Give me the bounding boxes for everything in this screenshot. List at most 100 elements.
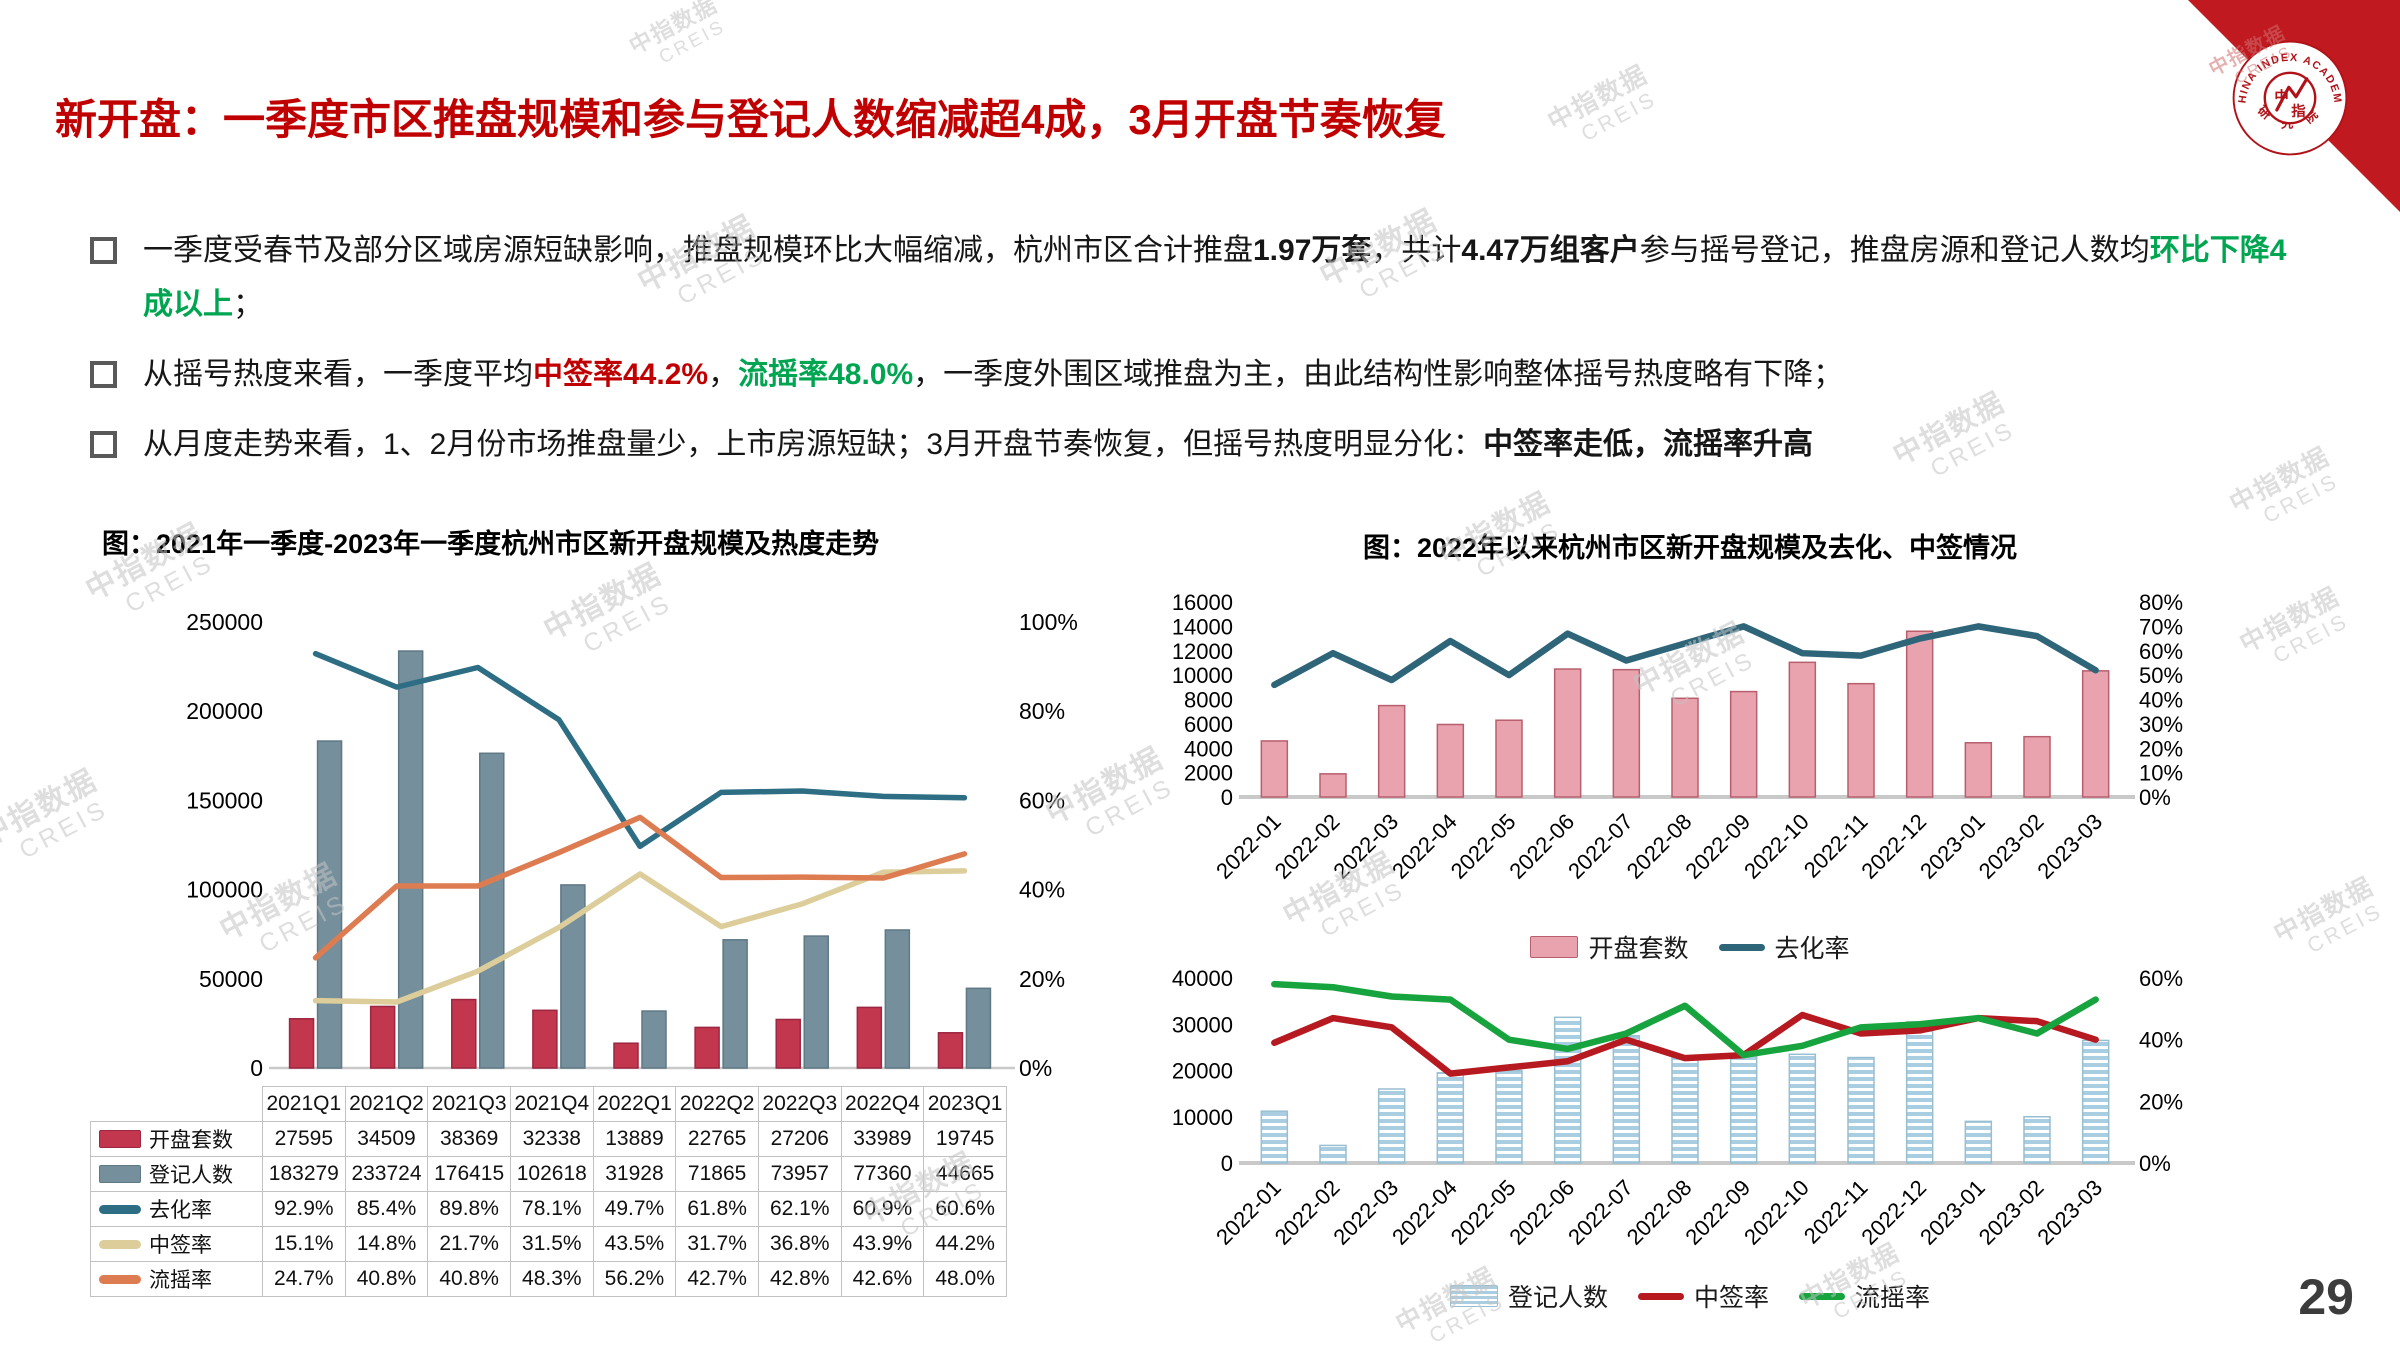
svg-text:2022-02: 2022-02 [1270, 809, 1345, 884]
legend-label: 去化率 [1774, 935, 1850, 963]
svg-text:70%: 70% [2139, 614, 2183, 639]
table-value-cell: 42.7% [675, 1261, 759, 1297]
series-label: 中签率 [149, 1234, 212, 1257]
table-value-cell: 92.9% [262, 1191, 346, 1227]
svg-text:20%: 20% [2139, 1089, 2183, 1114]
svg-text:2022-07: 2022-07 [1563, 1175, 1638, 1250]
svg-text:2022-08: 2022-08 [1622, 809, 1697, 884]
svg-text:2022-06: 2022-06 [1504, 1175, 1579, 1250]
svg-text:100%: 100% [1019, 609, 1078, 635]
series-label: 登记人数 [149, 1164, 233, 1187]
svg-text:0%: 0% [1019, 1055, 1052, 1081]
svg-text:2022-12: 2022-12 [1856, 809, 1931, 884]
svg-text:60%: 60% [2139, 966, 2183, 991]
table-value-cell: 34509 [344, 1121, 429, 1157]
svg-text:2023-03: 2023-03 [2032, 1175, 2107, 1250]
line-中签率 [312, 868, 968, 1005]
table-quarter-header: 2022Q1 [592, 1086, 677, 1122]
svg-text:4000: 4000 [1184, 736, 1233, 761]
svg-text:12000: 12000 [1172, 639, 1233, 664]
svg-text:0: 0 [1221, 1151, 1233, 1176]
svg-text:2022-04: 2022-04 [1387, 809, 1462, 884]
line-流摇率 [1271, 980, 2099, 1059]
legend-label: 登记人数 [1507, 1284, 1608, 1312]
table-value-cell: 19745 [923, 1121, 1007, 1157]
svg-text:100000: 100000 [186, 877, 263, 903]
svg-text:40000: 40000 [1172, 966, 1233, 991]
svg-text:250000: 250000 [186, 609, 263, 635]
series-swatch-去化率 [99, 1204, 141, 1214]
bullet-square-icon [90, 237, 117, 264]
legend-item-开盘套数: 开盘套数 [1530, 929, 1689, 965]
table-value-cell: 24.7% [262, 1261, 346, 1297]
line-流摇率 [312, 814, 968, 961]
table-value-cell: 40.8% [427, 1261, 511, 1297]
svg-text:80%: 80% [1019, 698, 1065, 724]
line-去化率 [312, 650, 968, 850]
table-quarter-header: 2023Q1 [923, 1086, 1007, 1122]
table-value-cell: 21.7% [427, 1226, 511, 1262]
table-row: 中签率 15.1% 14.8% 21.7% 31.5% 43.5% 31.7% 36.8% 43… [90, 1226, 1007, 1262]
table-value-cell: 32338 [509, 1121, 594, 1157]
bullet-square-icon [90, 361, 117, 388]
table-value-cell: 77360 [840, 1156, 925, 1192]
legend-bar-swatch [1449, 1285, 1498, 1307]
logo-check-mark [2275, 77, 2309, 112]
table-row: 流摇率 24.7% 40.8% 40.8% 48.3% 56.2% 42.7% 42.8% 42… [90, 1261, 1007, 1297]
table-corner-cell [91, 1087, 263, 1122]
legend-item-中签率: 中签率 [1637, 1278, 1769, 1314]
legend-item-登记人数: 登记人数 [1449, 1278, 1608, 1314]
table-value-cell: 71865 [675, 1156, 759, 1192]
svg-text:2022-10: 2022-10 [1739, 809, 1814, 884]
table-value-cell: 233724 [344, 1156, 429, 1192]
table-value-cell: 44.2% [923, 1226, 1007, 1262]
svg-text:40%: 40% [1019, 877, 1065, 903]
table-value-cell: 44665 [923, 1156, 1007, 1192]
svg-text:2022-05: 2022-05 [1446, 809, 1521, 884]
series-swatch-中签率 [99, 1239, 141, 1249]
table-value-cell: 176415 [427, 1156, 511, 1192]
registrations-chart-legend: 登记人数 中签率 流摇率 [1250, 1278, 2130, 1314]
table-value-cell: 73957 [757, 1156, 842, 1192]
svg-text:20%: 20% [1019, 966, 1065, 992]
table-value-cell: 62.1% [757, 1191, 842, 1227]
series-swatch-开盘套数 [99, 1130, 141, 1148]
bars-开盘套数 [288, 998, 964, 1069]
table-quarter-header: 2021Q1 [262, 1086, 346, 1122]
svg-text:14000: 14000 [1172, 614, 1233, 639]
line-去化率 [1271, 623, 2099, 689]
svg-text:2022-01: 2022-01 [1211, 809, 1286, 884]
svg-text:2023-02: 2023-02 [1974, 1175, 2049, 1250]
table-row: 登记人数 183279 233724 176415 102618 31928 71865 73… [90, 1156, 1007, 1192]
series-label: 流摇率 [149, 1269, 212, 1292]
table-row: 去化率 92.9% 85.4% 89.8% 78.1% 49.7% 61.8% 62.1% 60… [90, 1191, 1007, 1227]
svg-text:0%: 0% [2139, 785, 2171, 810]
table-value-cell: 31.7% [675, 1226, 759, 1262]
bullet-text: 一季度受春节及部分区域房源短缺影响，推盘规模环比大幅缩减，杭州市区合计推盘1.9… [143, 234, 2287, 321]
table-value-cell: 31.5% [509, 1226, 594, 1262]
table-value-cell: 22765 [675, 1121, 759, 1157]
bullet-item: 从摇号热度来看，一季度平均中签率44.2%，流摇率48.0%，一季度外围区域推盘… [90, 348, 2305, 402]
table-quarter-header: 2021Q2 [344, 1086, 429, 1122]
table-value-cell: 102618 [509, 1156, 594, 1192]
quarterly-data-table: 2021Q1 2021Q2 2021Q3 2021Q4 2022Q1 2022Q2 2022… [90, 1086, 1007, 1297]
svg-text:40%: 40% [2139, 1028, 2183, 1053]
page-title: 新开盘：一季度市区推盘规模和参与登记人数缩减超4成，3月开盘节奏恢复 [55, 96, 1446, 144]
svg-text:2022-07: 2022-07 [1563, 809, 1638, 884]
table-value-cell: 13889 [592, 1121, 677, 1157]
table-value-cell: 85.4% [344, 1191, 429, 1227]
table-value-cell: 78.1% [509, 1191, 594, 1227]
svg-text:50000: 50000 [199, 966, 263, 992]
logo-char-zhong: 中 [2274, 88, 2288, 106]
table-value-cell: 43.9% [840, 1226, 925, 1262]
bars-开盘套数 [1260, 630, 2110, 798]
table-value-cell: 14.8% [344, 1226, 429, 1262]
bullet-list: 一季度受春节及部分区域房源短缺影响，推盘规模环比大幅缩减，杭州市区合计推盘1.9… [90, 224, 2305, 488]
table-value-cell: 42.6% [840, 1261, 925, 1297]
bullet-item: 一季度受春节及部分区域房源短缺影响，推盘规模环比大幅缩减，杭州市区合计推盘1.9… [90, 224, 2305, 332]
table-value-cell: 61.8% [675, 1191, 759, 1227]
table-value-cell: 56.2% [592, 1261, 677, 1297]
table-value-cell: 38369 [427, 1121, 511, 1157]
svg-text:0: 0 [1221, 785, 1233, 810]
quarterly-combo-chart: 0 50000 100000 150000 200000 250000 0% 20% 40% 60… [186, 609, 1078, 1081]
